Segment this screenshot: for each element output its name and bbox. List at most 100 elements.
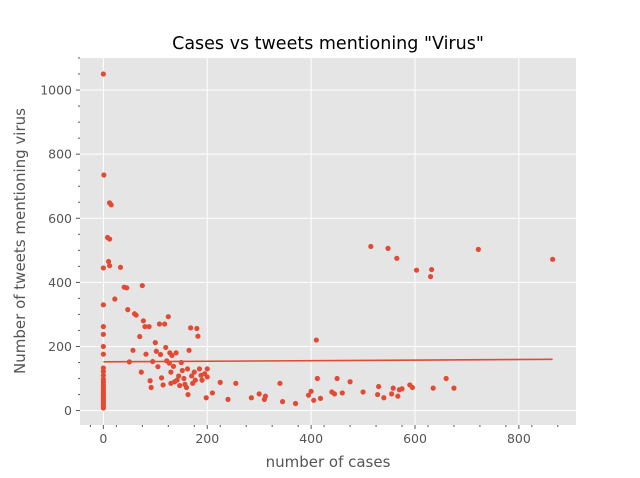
plot-area	[80, 58, 576, 425]
data-point	[409, 384, 415, 391]
data-point	[262, 393, 269, 399]
chart-title: Cases vs tweets mentioning "Virus"	[172, 34, 484, 54]
data-point	[183, 384, 190, 391]
data-point	[179, 367, 185, 374]
data-point	[413, 267, 420, 273]
data-point	[174, 377, 180, 383]
x-tick-label: 600	[403, 431, 427, 446]
data-point	[429, 266, 435, 273]
data-point	[360, 389, 366, 395]
data-point	[233, 380, 239, 386]
data-point	[308, 388, 314, 394]
data-point	[186, 347, 192, 353]
data-point	[394, 255, 400, 261]
data-point	[195, 333, 201, 339]
data-point	[133, 312, 139, 318]
y-tick-label: 1000	[40, 83, 72, 98]
data-point	[138, 369, 144, 375]
data-point	[192, 377, 198, 383]
data-point	[194, 325, 200, 332]
data-point	[156, 321, 163, 327]
data-point	[107, 263, 113, 269]
trend-line-group	[103, 358, 553, 363]
y-axis-ticks: 0 200 400 600 800 1000	[40, 57, 80, 418]
y-tick-label: 600	[48, 211, 72, 226]
x-tick-label: 800	[507, 431, 531, 446]
data-point	[311, 397, 317, 403]
data-point	[176, 373, 182, 379]
data-point	[140, 318, 146, 324]
data-point	[105, 258, 112, 265]
data-point	[196, 366, 203, 372]
data-point	[305, 392, 312, 398]
data-point	[248, 395, 254, 401]
data-point	[189, 373, 195, 379]
y-tick-label: 400	[48, 275, 72, 290]
data-point	[181, 375, 187, 382]
data-point	[100, 71, 106, 77]
data-point	[427, 273, 434, 280]
data-point	[443, 375, 449, 382]
data-point	[107, 236, 113, 242]
data-point	[100, 323, 106, 330]
data-point	[184, 366, 191, 372]
data-point	[130, 347, 136, 353]
data-point	[157, 351, 164, 358]
data-point	[177, 382, 183, 389]
data-point	[395, 393, 401, 399]
data-point	[146, 323, 152, 330]
data-point	[217, 379, 223, 385]
x-axis-ticks: 0 200 400 600 800	[89, 425, 559, 446]
data-point	[376, 383, 382, 390]
data-point	[142, 323, 148, 330]
data-point	[292, 400, 299, 407]
data-point	[185, 391, 191, 398]
data-point	[256, 391, 262, 397]
data-point	[188, 325, 194, 331]
data-point	[100, 372, 106, 378]
y-tick-label: 0	[64, 403, 72, 418]
data-point	[100, 302, 106, 308]
data-point	[169, 352, 175, 359]
data-point	[150, 358, 156, 365]
y-tick-label: 800	[48, 147, 72, 162]
data-point	[153, 348, 159, 354]
data-point	[339, 390, 345, 396]
data-point	[139, 282, 145, 289]
data-point	[277, 380, 283, 386]
data-point	[317, 395, 324, 401]
data-point	[375, 391, 381, 398]
data-point	[160, 382, 166, 388]
data-point	[100, 343, 106, 350]
data-point	[399, 386, 405, 392]
trend-line	[103, 358, 553, 363]
data-point	[112, 296, 118, 302]
data-point	[347, 379, 353, 385]
data-point	[191, 369, 197, 375]
data-point	[101, 172, 107, 178]
data-point	[225, 396, 231, 402]
data-point	[158, 375, 165, 381]
data-point	[451, 385, 457, 391]
data-point	[390, 385, 396, 391]
data-point	[389, 391, 395, 397]
data-point	[430, 385, 436, 391]
data-point	[125, 307, 131, 313]
data-point	[117, 264, 124, 270]
x-tick-label: 400	[299, 431, 323, 446]
data-point	[178, 359, 184, 366]
data-point	[170, 363, 177, 369]
data-point	[475, 246, 481, 252]
data-point	[100, 331, 106, 337]
data-point	[368, 243, 374, 250]
data-point	[155, 364, 161, 370]
data-point	[100, 265, 106, 271]
data-points	[100, 71, 556, 411]
data-point	[166, 360, 172, 366]
y-axis-label: Number of tweets mentioning virus	[11, 108, 29, 374]
data-point	[163, 344, 169, 351]
data-point	[173, 350, 179, 356]
data-point	[162, 321, 168, 327]
data-point	[385, 245, 391, 251]
data-point	[550, 256, 556, 262]
